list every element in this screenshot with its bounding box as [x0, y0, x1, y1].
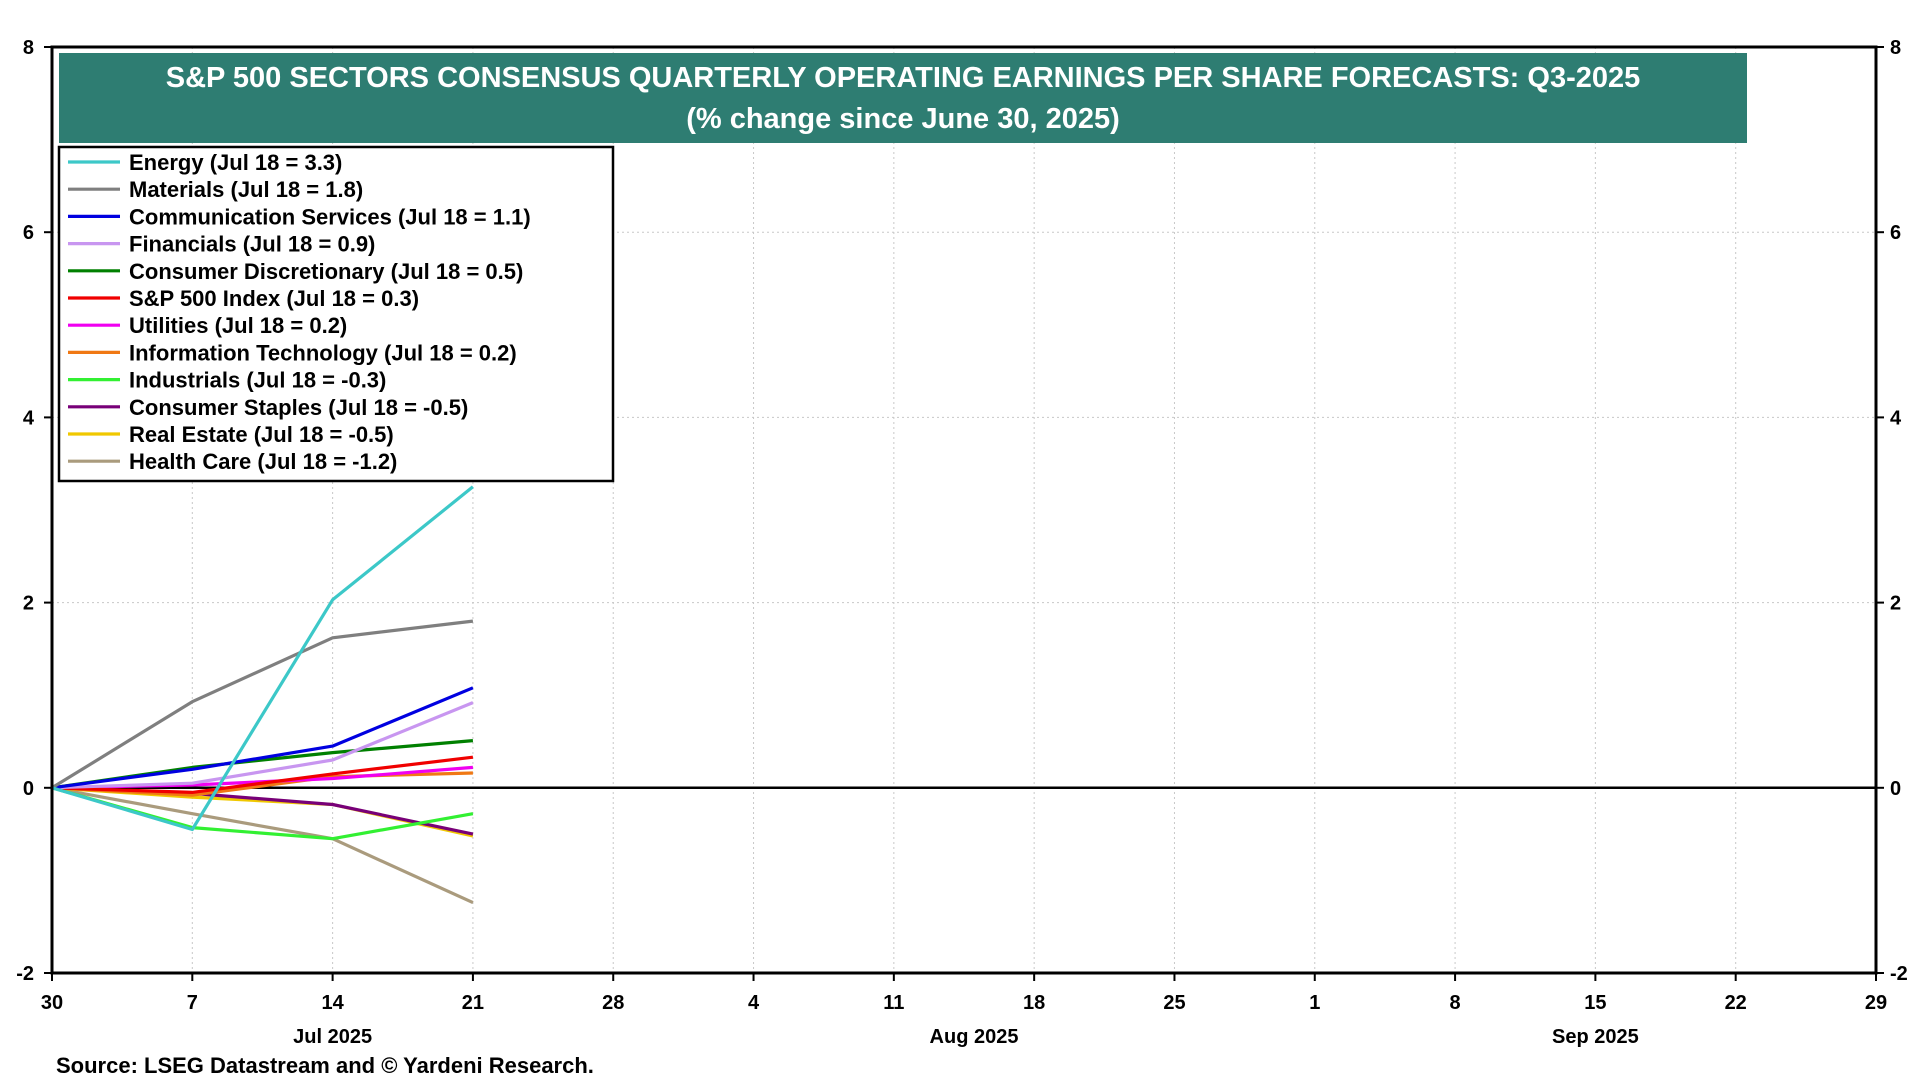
legend-item: Financials (Jul 18 = 0.9)	[68, 232, 375, 257]
legend-label: Real Estate (Jul 18 = -0.5)	[129, 422, 394, 447]
x-month-label: Aug 2025	[930, 1026, 1019, 1048]
x-month-label: Sep 2025	[1552, 1026, 1639, 1048]
y-tick-label-right: -2	[1890, 963, 1908, 985]
y-tick-label-left: 6	[23, 222, 34, 244]
y-tick-label-right: 4	[1890, 407, 1902, 429]
series-line	[51, 686, 474, 790]
x-month-label: Jul 2025	[293, 1026, 372, 1048]
series-line	[51, 786, 474, 841]
legend: Energy (Jul 18 = 3.3)Materials (Jul 18 =…	[57, 145, 615, 483]
x-tick-label: 4	[748, 992, 760, 1014]
legend-label: Health Care (Jul 18 = -1.2)	[129, 449, 397, 474]
legend-item: Consumer Staples (Jul 18 = -0.5)	[68, 395, 468, 420]
x-tick-label: 28	[602, 992, 624, 1014]
legend-label: Financials (Jul 18 = 0.9)	[129, 232, 375, 257]
y-tick-label-left: 8	[23, 37, 34, 59]
legend-item: Utilities (Jul 18 = 0.2)	[68, 313, 347, 338]
legend-label: Materials (Jul 18 = 1.8)	[129, 177, 363, 202]
legend-box	[57, 145, 615, 483]
y-tick-label-right: 6	[1890, 222, 1901, 244]
legend-label: Communication Services (Jul 18 = 1.1)	[129, 204, 531, 229]
x-tick-label: 11	[883, 992, 904, 1014]
y-axis-ticks: -2 -2 0 0 2 2 4 4 6 6 8 8	[16, 37, 1908, 985]
y-tick-label-right: 0	[1890, 778, 1901, 800]
y-tick-label-left: -2	[16, 963, 34, 985]
legend-item: Information Technology (Jul 18 = 0.2)	[68, 340, 517, 365]
legend-item: Health Care (Jul 18 = -1.2)	[68, 449, 397, 474]
series-line	[51, 701, 474, 790]
x-tick-label: 22	[1725, 992, 1747, 1014]
x-tick-label: 7	[187, 992, 198, 1014]
legend-item: Consumer Discretionary (Jul 18 = 0.5)	[68, 259, 523, 284]
plot-frame	[50, 45, 1878, 975]
legend-label: S&P 500 Index (Jul 18 = 0.3)	[129, 286, 419, 311]
legend-item: Communication Services (Jul 18 = 1.1)	[68, 204, 531, 229]
legend-label: Energy (Jul 18 = 3.3)	[129, 150, 342, 175]
legend-label: Utilities (Jul 18 = 0.2)	[129, 313, 347, 338]
y-tick-label-right: 8	[1890, 37, 1901, 59]
x-tick-label: 21	[462, 992, 484, 1014]
title-background	[59, 53, 1747, 143]
x-tick-label: 18	[1023, 992, 1045, 1014]
chart-title: S&P 500 SECTORS CONSENSUS QUARTERLY OPER…	[166, 62, 1641, 94]
legend-label: Consumer Staples (Jul 18 = -0.5)	[129, 395, 468, 420]
legend-label: Consumer Discretionary (Jul 18 = 0.5)	[129, 259, 523, 284]
legend-item: Industrials (Jul 18 = -0.3)	[68, 368, 386, 393]
series-lines	[51, 485, 474, 905]
series-line	[51, 786, 474, 905]
y-tick-label-right: 2	[1890, 593, 1901, 615]
x-tick-label: 8	[1450, 992, 1461, 1014]
x-tick-label: 25	[1163, 992, 1185, 1014]
legend-items: Energy (Jul 18 = 3.3)Materials (Jul 18 =…	[68, 150, 531, 474]
source-note: Source: LSEG Datastream and © Yardeni Re…	[56, 1053, 594, 1078]
series-line	[51, 786, 474, 838]
x-tick-label: 29	[1865, 992, 1887, 1014]
series-line	[51, 755, 474, 795]
x-tick-label: 14	[321, 992, 344, 1014]
legend-item: Energy (Jul 18 = 3.3)	[68, 150, 342, 175]
series-line	[51, 619, 474, 790]
x-tick-label: 15	[1584, 992, 1606, 1014]
y-tick-label-left: 2	[23, 593, 34, 615]
legend-item: Real Estate (Jul 18 = -0.5)	[68, 422, 394, 447]
legend-item: S&P 500 Index (Jul 18 = 0.3)	[68, 286, 419, 311]
x-tick-label: 30	[41, 992, 63, 1014]
legend-item: Materials (Jul 18 = 1.8)	[68, 177, 363, 202]
title-box: S&P 500 SECTORS CONSENSUS QUARTERLY OPER…	[59, 53, 1747, 143]
x-tick-label: 1	[1309, 992, 1320, 1014]
y-tick-label-left: 4	[23, 407, 35, 429]
legend-label: Information Technology (Jul 18 = 0.2)	[129, 340, 517, 365]
legend-label: Industrials (Jul 18 = -0.3)	[129, 368, 386, 393]
chart-subtitle: (% change since June 30, 2025)	[686, 103, 1120, 135]
series-line	[51, 485, 474, 832]
y-tick-label-left: 0	[23, 778, 34, 800]
